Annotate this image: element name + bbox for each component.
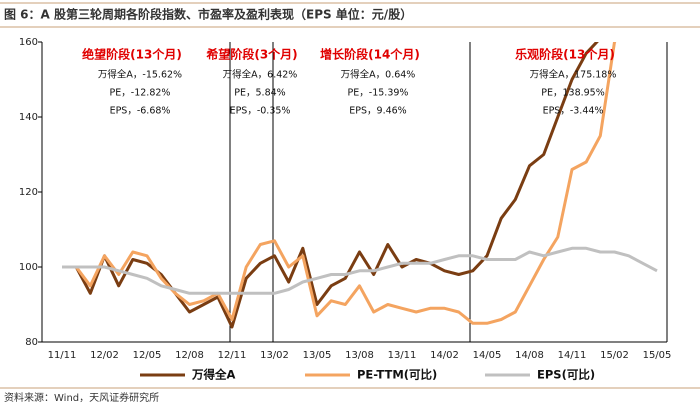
x-tick-label: 14/08 bbox=[515, 350, 544, 361]
x-tick-label: 15/02 bbox=[600, 350, 629, 361]
phase-title: 乐观阶段(13个月) bbox=[515, 47, 615, 62]
x-tick-label: 14/11 bbox=[558, 350, 587, 361]
x-tick-label: 14/05 bbox=[473, 350, 502, 361]
legend-label: EPS(可比) bbox=[537, 368, 595, 382]
y-tick-label: 140 bbox=[19, 112, 38, 123]
x-tick-label: 12/08 bbox=[175, 350, 204, 361]
x-tick-label: 12/11 bbox=[218, 350, 247, 361]
y-tick-label: 120 bbox=[19, 187, 38, 198]
x-tick-label: 14/02 bbox=[430, 350, 459, 361]
x-tick-label: 15/05 bbox=[643, 350, 672, 361]
phase-stat: 万得全A，6.42% bbox=[223, 69, 298, 81]
phase-stat: EPS，-3.44% bbox=[543, 106, 604, 117]
phase-stat: PE，5.84% bbox=[234, 88, 285, 99]
phase-title: 希望阶段(3个月) bbox=[205, 47, 297, 62]
phase-title: 增长阶段(14个月) bbox=[320, 47, 420, 62]
x-tick-label: 13/02 bbox=[260, 350, 289, 361]
legend-label: 万得全A bbox=[191, 368, 235, 382]
y-tick-label: 160 bbox=[19, 37, 38, 48]
phase-stat: EPS，-6.68% bbox=[110, 106, 171, 117]
x-tick-label: 13/08 bbox=[345, 350, 374, 361]
series-line bbox=[62, 42, 599, 329]
phase-stat: 万得全A，-15.62% bbox=[98, 69, 182, 81]
legend-label: PE-TTM(可比) bbox=[357, 368, 437, 382]
phase-stat: PE，-12.82% bbox=[110, 88, 171, 99]
chart-title: 图 6：A 股第三轮周期各阶段指数、市盈率及盈利表现（EPS 单位：元/股） bbox=[4, 7, 412, 22]
x-tick-label: 12/02 bbox=[90, 350, 119, 361]
phase-stat: PE，138.95% bbox=[541, 88, 605, 99]
plot-area bbox=[62, 42, 658, 329]
y-tick-label: 100 bbox=[19, 262, 38, 273]
x-tick-label: 13/11 bbox=[388, 350, 417, 361]
series-line bbox=[62, 42, 617, 325]
x-tick-label: 13/05 bbox=[303, 350, 332, 361]
phase-stat: PE，-15.39% bbox=[348, 88, 409, 99]
phase-stat: 万得全A，0.64% bbox=[341, 69, 416, 81]
series-line bbox=[62, 246, 658, 295]
phase-stat: EPS，9.46% bbox=[349, 106, 406, 117]
x-tick-label: 12/05 bbox=[133, 350, 162, 361]
x-tick-label: 11/11 bbox=[48, 350, 77, 361]
phase-stat: 万得全A，175.18% bbox=[530, 69, 617, 81]
y-tick-label: 80 bbox=[25, 337, 38, 348]
phase-title: 绝望阶段(13个月) bbox=[82, 47, 182, 62]
source: 资料来源：Wind，天风证券研究所 bbox=[4, 391, 159, 404]
phase-stat: EPS，-0.35% bbox=[230, 106, 291, 117]
